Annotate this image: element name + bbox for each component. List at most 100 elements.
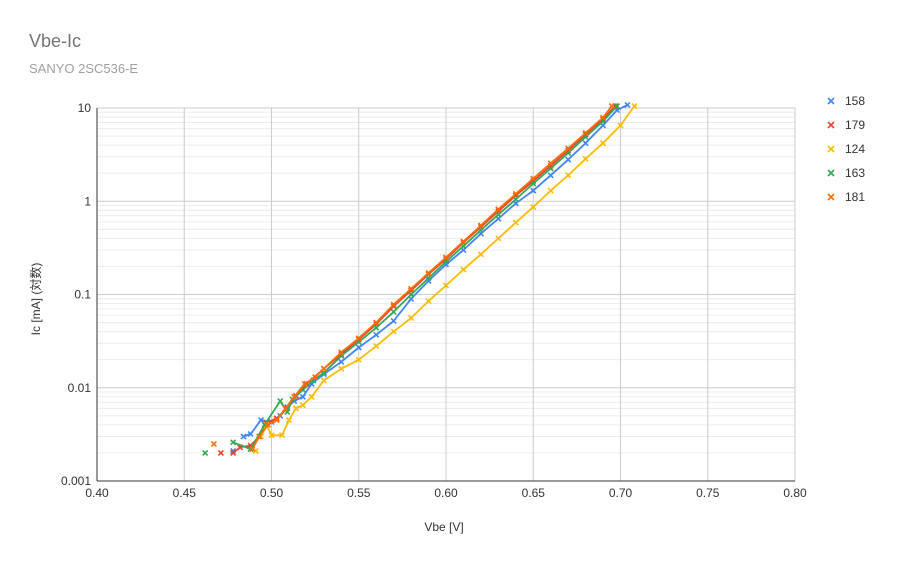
data-point <box>631 102 638 110</box>
y-axis-title: Ic [mA] (対数) <box>28 263 43 336</box>
data-point <box>285 417 293 424</box>
data-point <box>390 317 397 325</box>
data-point <box>530 180 537 187</box>
data-point <box>547 160 554 167</box>
data-point <box>230 449 237 456</box>
data-point <box>338 349 345 356</box>
data-point <box>390 328 397 335</box>
data-point <box>565 172 572 179</box>
data-point <box>599 116 607 123</box>
data-point <box>320 377 327 384</box>
axes: 0.001 0.01 0.1 1 10 0.40 0.45 0.50 0.55 0.60 0.65 0… <box>61 101 807 500</box>
data-point <box>530 187 537 194</box>
legend-marker <box>827 145 835 153</box>
plot-area <box>202 101 638 456</box>
series-163 <box>202 102 621 456</box>
data-point <box>338 358 345 365</box>
data-point <box>308 393 315 400</box>
series-181 <box>210 102 615 453</box>
y-tick-label: 1 <box>84 194 91 208</box>
data-point <box>278 432 286 439</box>
data-point <box>442 282 450 289</box>
data-point <box>547 187 554 194</box>
legend-marker <box>827 169 835 177</box>
data-point <box>320 365 327 372</box>
data-point <box>373 331 380 338</box>
data-point <box>547 165 554 172</box>
data-point <box>495 211 502 218</box>
data-point <box>582 129 589 137</box>
data-point <box>308 380 315 387</box>
legend-label: 124 <box>845 142 865 156</box>
data-point <box>256 433 263 440</box>
y-tick-label: 10 <box>78 101 92 115</box>
data-point <box>355 356 362 363</box>
data-point <box>210 440 217 447</box>
gridlines <box>97 107 796 481</box>
data-point <box>617 122 624 129</box>
y-tick-label: 0.1 <box>74 288 91 302</box>
data-point <box>230 439 237 446</box>
data-point <box>512 190 519 197</box>
data-point <box>273 417 280 424</box>
data-point <box>477 227 484 234</box>
data-point <box>292 405 299 412</box>
x-tick-label: 0.40 <box>85 486 109 500</box>
x-tick-label: 0.60 <box>434 486 458 500</box>
data-point <box>320 371 327 378</box>
x-tick-label: 0.50 <box>260 486 284 500</box>
data-point <box>425 275 432 282</box>
x-tick-label: 0.65 <box>522 486 546 500</box>
data-point <box>495 206 502 213</box>
data-point <box>408 291 415 298</box>
data-point <box>408 314 415 322</box>
data-point <box>599 114 607 121</box>
data-point <box>373 324 380 331</box>
data-point <box>582 140 589 147</box>
x-tick-label: 0.45 <box>173 486 197 500</box>
data-point <box>442 254 450 261</box>
data-point <box>277 397 284 405</box>
legend-marker <box>827 97 835 105</box>
data-point <box>264 421 272 428</box>
data-point <box>257 417 265 424</box>
x-tick-label: 0.70 <box>609 486 633 500</box>
legend-item-179: 179 <box>827 118 865 132</box>
legend-label: 181 <box>845 190 865 204</box>
data-point <box>338 365 345 372</box>
data-point <box>355 335 362 342</box>
x-tick-label: 0.80 <box>783 486 807 500</box>
data-point <box>249 446 256 453</box>
data-point <box>373 342 380 350</box>
data-point <box>425 298 432 305</box>
data-point <box>291 393 298 400</box>
data-point <box>390 301 397 308</box>
data-point <box>565 145 572 152</box>
legend-marker <box>827 121 835 129</box>
data-point <box>530 203 537 210</box>
legend: 158 179 124 163 181 <box>827 94 865 204</box>
data-point <box>408 285 415 292</box>
data-point <box>608 102 615 110</box>
legend-item-124: 124 <box>827 142 865 156</box>
legend-label: 158 <box>845 94 865 108</box>
data-point <box>530 175 537 182</box>
y-tick-label: 0.001 <box>61 474 91 488</box>
x-axis-title: Vbe [V] <box>424 520 463 534</box>
chart-title: Vbe-Ic <box>29 31 81 51</box>
data-point <box>460 243 467 250</box>
data-point <box>624 101 631 108</box>
data-point <box>284 408 291 416</box>
data-point <box>355 344 362 351</box>
data-point <box>299 402 306 409</box>
data-point <box>477 251 484 258</box>
data-point <box>477 222 484 229</box>
data-point <box>390 308 397 316</box>
data-point <box>565 156 572 163</box>
data-point <box>512 219 519 226</box>
data-point <box>460 238 467 245</box>
legend-label: 179 <box>845 118 865 132</box>
legend-item-163: 163 <box>827 166 865 180</box>
data-point <box>338 350 345 358</box>
